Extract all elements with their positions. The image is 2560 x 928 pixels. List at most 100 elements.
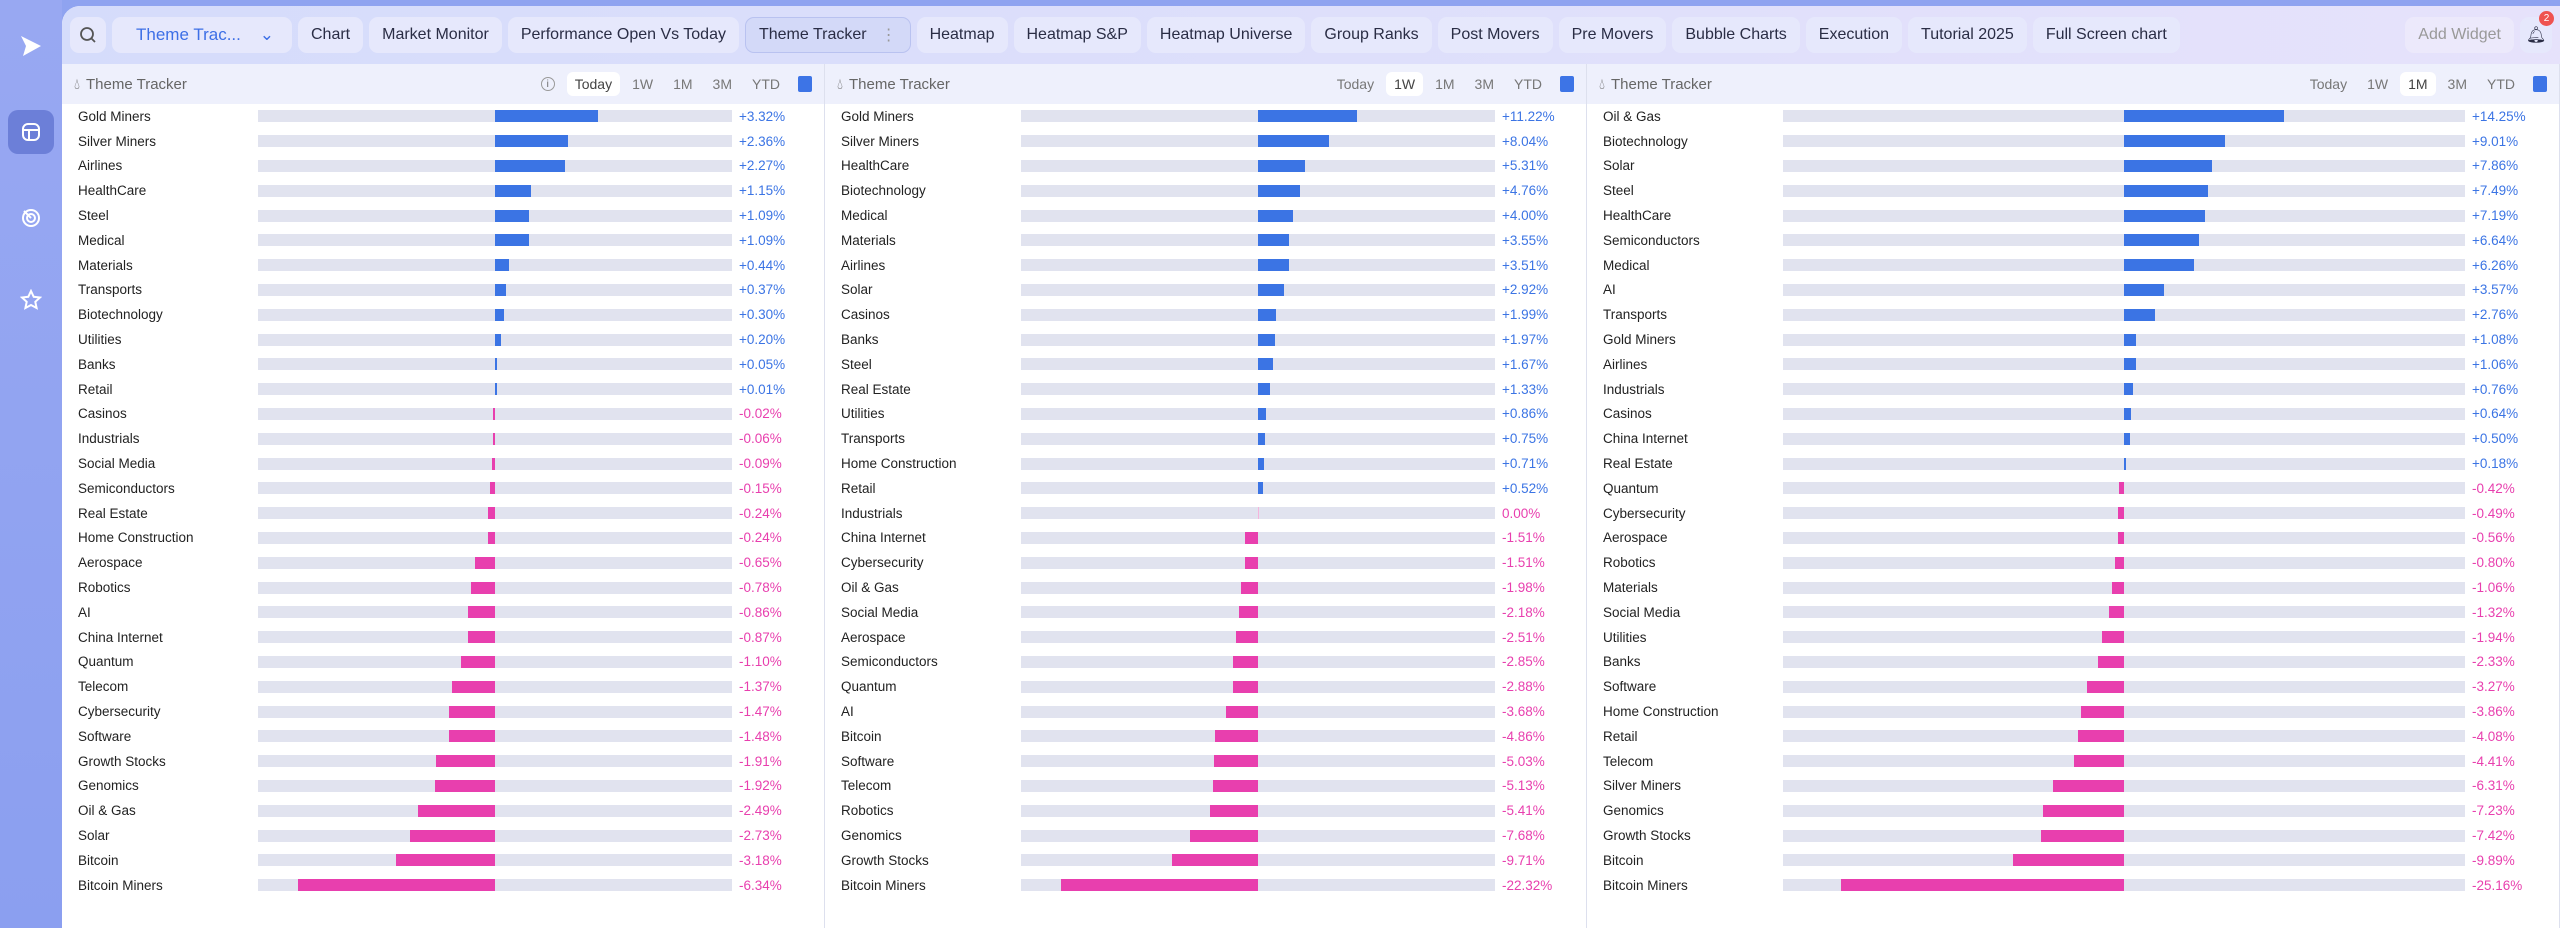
info-icon[interactable]: i xyxy=(540,77,555,91)
theme-row[interactable]: Banks +0.05% xyxy=(62,352,824,377)
theme-row[interactable]: Real Estate +1.33% xyxy=(825,377,1586,402)
theme-row[interactable]: Industrials 0.00% xyxy=(825,501,1586,526)
range-1m[interactable]: 1M xyxy=(673,76,693,92)
range-1w[interactable]: 1W xyxy=(632,76,654,92)
tab-performance-open-vs-today[interactable]: Performance Open Vs Today xyxy=(507,17,739,53)
tab-market-monitor[interactable]: Market Monitor xyxy=(369,17,502,53)
theme-row[interactable]: Steel +7.49% xyxy=(1587,178,2559,203)
color-toggle[interactable] xyxy=(1560,76,1574,92)
theme-row[interactable]: Software -5.03% xyxy=(825,749,1586,774)
theme-row[interactable]: Solar -2.73% xyxy=(62,823,824,848)
theme-row[interactable]: Home Construction -3.86% xyxy=(1587,699,2559,724)
theme-row[interactable]: Materials +3.55% xyxy=(825,228,1586,253)
theme-row[interactable]: Casinos +0.64% xyxy=(1587,402,2559,427)
range-ytd[interactable]: YTD xyxy=(1514,76,1542,92)
theme-row[interactable]: Social Media -1.32% xyxy=(1587,600,2559,625)
theme-row[interactable]: Quantum -0.42% xyxy=(1587,476,2559,501)
theme-row[interactable]: Bitcoin -9.89% xyxy=(1587,848,2559,873)
theme-row[interactable]: Genomics -7.68% xyxy=(825,823,1586,848)
theme-row[interactable]: Real Estate +0.18% xyxy=(1587,451,2559,476)
theme-row[interactable]: Quantum -2.88% xyxy=(825,674,1586,699)
theme-row[interactable]: Home Construction -0.24% xyxy=(62,526,824,551)
theme-row[interactable]: Quantum -1.10% xyxy=(62,650,824,675)
theme-row[interactable]: Bitcoin Miners -22.32% xyxy=(825,873,1586,898)
theme-row[interactable]: Robotics -0.80% xyxy=(1587,550,2559,575)
theme-row[interactable]: Biotechnology +9.01% xyxy=(1587,129,2559,154)
tab-chart[interactable]: Chart xyxy=(298,17,364,53)
theme-row[interactable]: Casinos -0.02% xyxy=(62,402,824,427)
theme-row[interactable]: Steel +1.09% xyxy=(62,203,824,228)
range-ytd[interactable]: YTD xyxy=(752,76,780,92)
theme-row[interactable]: Retail +0.52% xyxy=(825,476,1586,501)
theme-row[interactable]: Aerospace -0.65% xyxy=(62,550,824,575)
theme-row[interactable]: Retail +0.01% xyxy=(62,377,824,402)
theme-row[interactable]: Genomics -1.92% xyxy=(62,774,824,799)
theme-row[interactable]: Retail -4.08% xyxy=(1587,724,2559,749)
range-today[interactable]: Today xyxy=(1336,76,1375,92)
theme-row[interactable]: Banks -2.33% xyxy=(1587,650,2559,675)
theme-row[interactable]: Aerospace -0.56% xyxy=(1587,526,2559,551)
theme-row[interactable]: Growth Stocks -1.91% xyxy=(62,749,824,774)
theme-row[interactable]: Steel +1.67% xyxy=(825,352,1586,377)
layout-icon[interactable] xyxy=(8,110,54,154)
tab-heatmap-s-p[interactable]: Heatmap S&P xyxy=(1013,17,1141,53)
theme-row[interactable]: China Internet -1.51% xyxy=(825,526,1586,551)
theme-row[interactable]: Cybersecurity -1.51% xyxy=(825,550,1586,575)
theme-row[interactable]: Gold Miners +11.22% xyxy=(825,104,1586,129)
tab-tutorial-2025[interactable]: Tutorial 2025 xyxy=(1908,17,2027,53)
theme-row[interactable]: Oil & Gas -1.98% xyxy=(825,575,1586,600)
theme-row[interactable]: Bitcoin -3.18% xyxy=(62,848,824,873)
range-ytd[interactable]: YTD xyxy=(2487,76,2515,92)
theme-row[interactable]: Silver Miners -6.31% xyxy=(1587,774,2559,799)
theme-row[interactable]: Industrials -0.06% xyxy=(62,426,824,451)
theme-row[interactable]: Utilities +0.20% xyxy=(62,327,824,352)
search-button[interactable] xyxy=(70,17,106,53)
tab-heatmap[interactable]: Heatmap xyxy=(916,17,1008,53)
theme-row[interactable]: Transports +0.37% xyxy=(62,278,824,303)
range-3m[interactable]: 3M xyxy=(2447,76,2467,92)
theme-row[interactable]: Airlines +3.51% xyxy=(825,253,1586,278)
theme-row[interactable]: Silver Miners +8.04% xyxy=(825,129,1586,154)
theme-row[interactable]: Software -3.27% xyxy=(1587,674,2559,699)
theme-row[interactable]: HealthCare +5.31% xyxy=(825,154,1586,179)
theme-row[interactable]: Airlines +1.06% xyxy=(1587,352,2559,377)
range-1w[interactable]: 1W xyxy=(1386,72,1424,96)
tab-group-ranks[interactable]: Group Ranks xyxy=(1311,17,1432,53)
theme-row[interactable]: Airlines +2.27% xyxy=(62,154,824,179)
theme-row[interactable]: Growth Stocks -9.71% xyxy=(825,848,1586,873)
theme-row[interactable]: Biotechnology +4.76% xyxy=(825,178,1586,203)
radar-icon[interactable] xyxy=(8,196,54,240)
layout-selector[interactable]: Theme Trac... ⌄ xyxy=(112,17,292,53)
theme-row[interactable]: Cybersecurity -1.47% xyxy=(62,699,824,724)
theme-row[interactable]: Medical +6.26% xyxy=(1587,253,2559,278)
color-toggle[interactable] xyxy=(2533,76,2547,92)
range-1m[interactable]: 1M xyxy=(1435,76,1455,92)
theme-row[interactable]: Social Media -2.18% xyxy=(825,600,1586,625)
theme-row[interactable]: AI -0.86% xyxy=(62,600,824,625)
theme-row[interactable]: Genomics -7.23% xyxy=(1587,798,2559,823)
tab-post-movers[interactable]: Post Movers xyxy=(1437,17,1553,53)
range-today[interactable]: Today xyxy=(566,72,621,96)
theme-row[interactable]: Materials +0.44% xyxy=(62,253,824,278)
theme-row[interactable]: Telecom -4.41% xyxy=(1587,749,2559,774)
star-icon[interactable] xyxy=(8,278,54,322)
theme-row[interactable]: Telecom -5.13% xyxy=(825,774,1586,799)
theme-row[interactable]: Materials -1.06% xyxy=(1587,575,2559,600)
tab-bubble-charts[interactable]: Bubble Charts xyxy=(1672,17,1800,53)
theme-row[interactable]: Telecom -1.37% xyxy=(62,674,824,699)
theme-row[interactable]: Real Estate -0.24% xyxy=(62,501,824,526)
theme-row[interactable]: Casinos +1.99% xyxy=(825,302,1586,327)
theme-row[interactable]: Medical +1.09% xyxy=(62,228,824,253)
theme-row[interactable]: Oil & Gas -2.49% xyxy=(62,798,824,823)
tab-execution[interactable]: Execution xyxy=(1805,17,1903,53)
theme-row[interactable]: Robotics -5.41% xyxy=(825,798,1586,823)
theme-row[interactable]: HealthCare +1.15% xyxy=(62,178,824,203)
theme-row[interactable]: Utilities -1.94% xyxy=(1587,625,2559,650)
theme-row[interactable]: Banks +1.97% xyxy=(825,327,1586,352)
notifications-button[interactable]: 🔔︎ 2 xyxy=(2520,11,2554,53)
color-toggle[interactable] xyxy=(798,76,812,92)
theme-row[interactable]: Software -1.48% xyxy=(62,724,824,749)
theme-row[interactable]: Social Media -0.09% xyxy=(62,451,824,476)
range-1m[interactable]: 1M xyxy=(2400,72,2436,96)
range-today[interactable]: Today xyxy=(2309,76,2348,92)
